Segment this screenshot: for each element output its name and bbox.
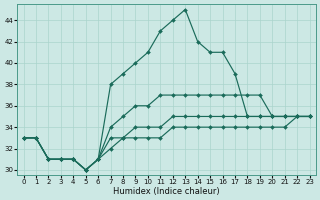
X-axis label: Humidex (Indice chaleur): Humidex (Indice chaleur) <box>113 187 220 196</box>
